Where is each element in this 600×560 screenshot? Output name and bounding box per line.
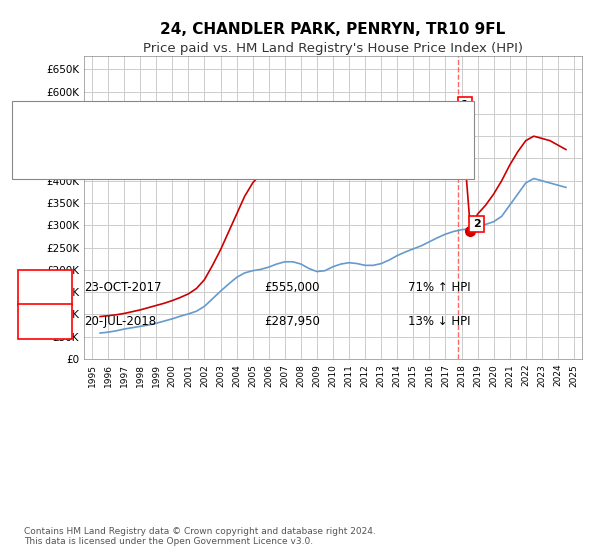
Text: £555,000: £555,000 <box>264 281 320 295</box>
Text: 24, CHANDLER PARK, PENRYN, TR10 9FL: 24, CHANDLER PARK, PENRYN, TR10 9FL <box>160 22 506 38</box>
Text: 23-OCT-2017: 23-OCT-2017 <box>84 281 161 295</box>
Text: £287,950: £287,950 <box>264 315 320 328</box>
Text: HPI: Average price, detached house, Cornwall: HPI: Average price, detached house, Corn… <box>75 141 313 151</box>
Text: Price paid vs. HM Land Registry's House Price Index (HPI): Price paid vs. HM Land Registry's House … <box>143 42 523 55</box>
Text: 1: 1 <box>461 100 469 110</box>
Text: 71% ↑ HPI: 71% ↑ HPI <box>408 281 470 295</box>
Text: 2: 2 <box>41 315 49 328</box>
Text: 20-JUL-2018: 20-JUL-2018 <box>84 315 156 328</box>
Text: 24, CHANDLER PARK, PENRYN, TR10 9FL (detached house): 24, CHANDLER PARK, PENRYN, TR10 9FL (det… <box>75 118 379 128</box>
Text: 13% ↓ HPI: 13% ↓ HPI <box>408 315 470 328</box>
Text: 1: 1 <box>41 281 49 295</box>
Text: Contains HM Land Registry data © Crown copyright and database right 2024.
This d: Contains HM Land Registry data © Crown c… <box>24 526 376 546</box>
Text: 2: 2 <box>473 219 481 229</box>
